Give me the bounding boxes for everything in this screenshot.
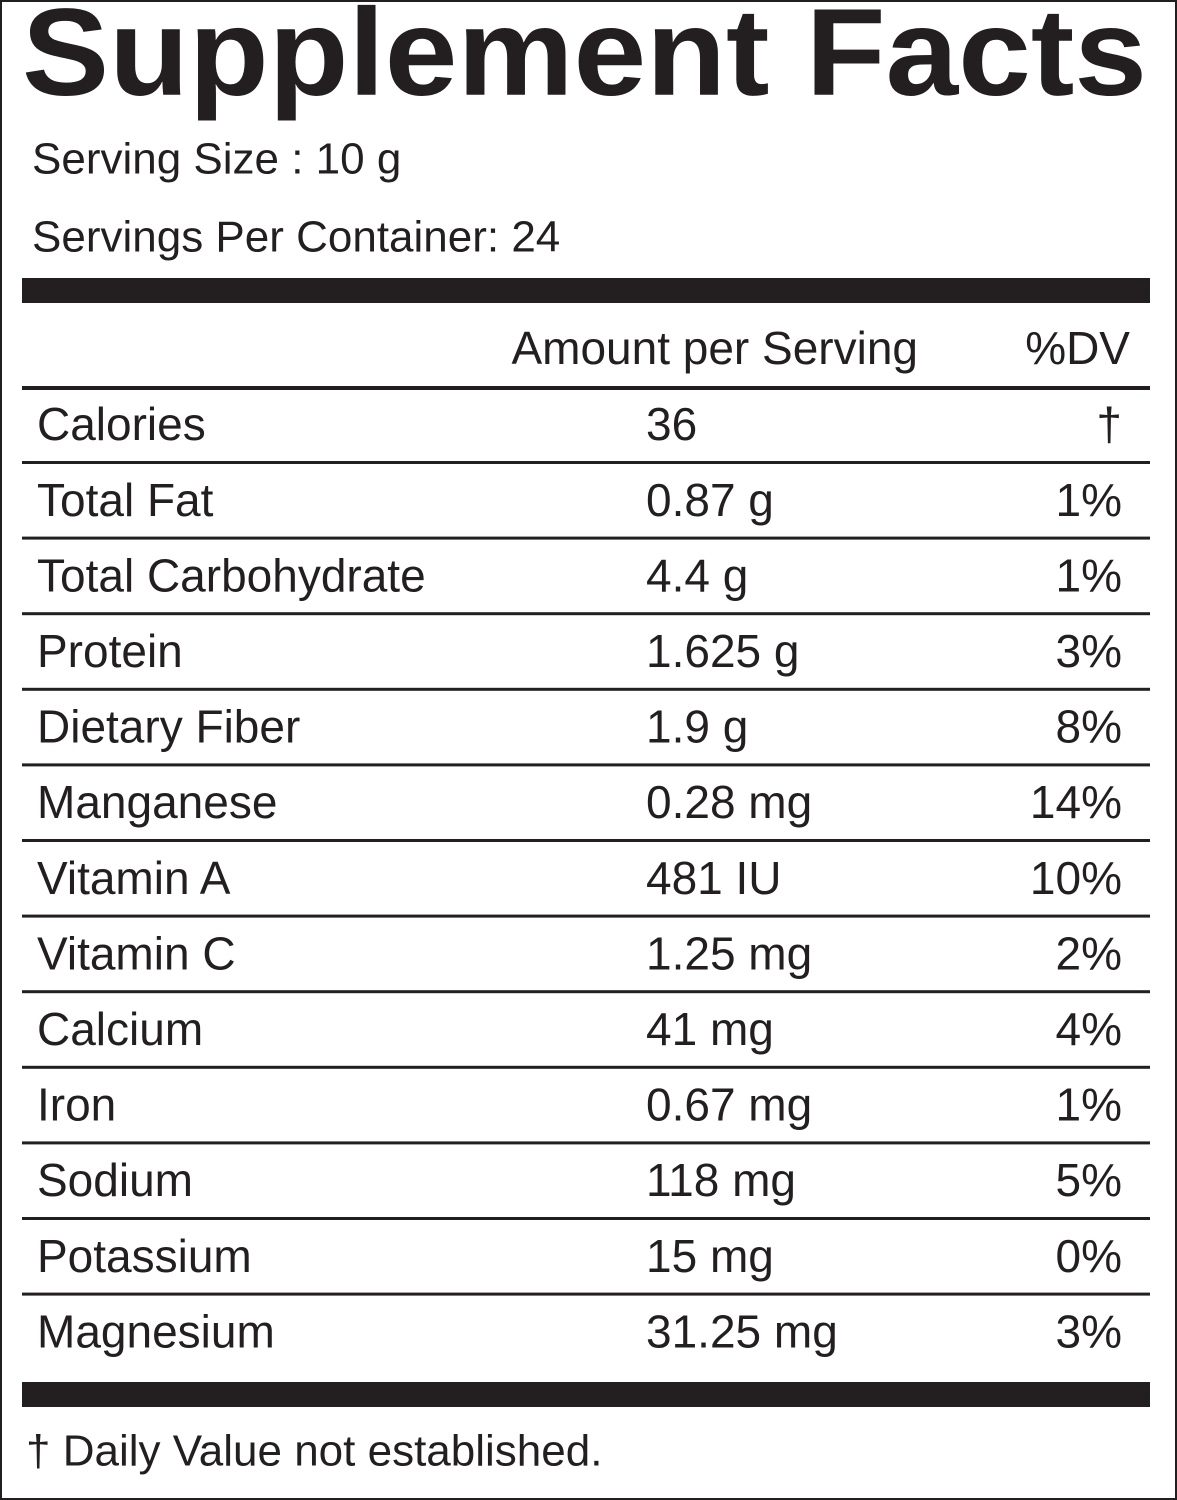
header-rule: [22, 386, 1150, 390]
row-rule: [22, 1141, 1150, 1145]
nutrient-amount: 0.28 mg: [646, 776, 812, 828]
column-header: Amount per Serving: [511, 322, 918, 374]
nutrient-name: Calories: [37, 398, 206, 450]
nutrient-dv: 4%: [1056, 1003, 1122, 1055]
nutrient-dv: 10%: [1030, 852, 1122, 904]
nutrient-amount: 0.87 g: [646, 474, 774, 526]
nutrient-amount: 1.25 mg: [646, 927, 812, 979]
row-rule: [22, 687, 1150, 691]
row-rule: [22, 914, 1150, 918]
row-rule: [22, 990, 1150, 994]
serving-size: Serving Size : 10 g: [32, 135, 401, 184]
thick-bar: [22, 278, 1150, 303]
thick-bar: [22, 1382, 1150, 1407]
nutrient-amount: 4.4 g: [646, 549, 748, 601]
nutrient-amount: 1.9 g: [646, 701, 748, 753]
nutrient-amount: 36: [646, 398, 697, 450]
title: Supplement Facts: [22, 0, 1147, 122]
nutrient-amount: 1.625 g: [646, 625, 799, 677]
row-rule: [22, 839, 1150, 842]
nutrient-dv: †: [1096, 398, 1122, 450]
nutrient-name: Total Fat: [37, 474, 214, 526]
nutrient-dv: 3%: [1056, 625, 1122, 677]
nutrient-name: Magnesium: [37, 1305, 275, 1357]
row-rule: [22, 612, 1150, 616]
nutrient-name: Total Carbohydrate: [37, 549, 426, 601]
row-rule: [22, 1292, 1150, 1296]
row-rule: [22, 1217, 1150, 1220]
table-body: Calories 36 † Total Fat 0.87 g 1% Total Carboh…: [22, 398, 1150, 1357]
nutrient-amount: 481 IU: [646, 852, 782, 904]
nutrient-dv: 14%: [1030, 776, 1122, 828]
nutrient-dv: 8%: [1056, 701, 1122, 753]
servings-per-container: Servings Per Container: 24: [32, 213, 560, 262]
nutrient-dv: 1%: [1056, 1079, 1122, 1131]
column-header: %DV: [1025, 322, 1130, 374]
nutrient-name: Manganese: [37, 776, 277, 828]
row-rule: [22, 461, 1150, 464]
nutrient-name: Potassium: [37, 1230, 252, 1282]
nutrient-name: Calcium: [37, 1003, 203, 1055]
nutrient-dv: 5%: [1056, 1154, 1122, 1206]
nutrient-name: Protein: [37, 625, 183, 677]
nutrient-name: Vitamin A: [37, 852, 231, 904]
nutrient-name: Iron: [37, 1079, 116, 1131]
nutrient-dv: 1%: [1056, 549, 1122, 601]
nutrient-name: Dietary Fiber: [37, 701, 300, 753]
nutrient-amount: 41 mg: [646, 1003, 774, 1055]
nutrient-name: Sodium: [37, 1154, 193, 1206]
nutrient-amount: 118 mg: [646, 1154, 796, 1206]
nutrient-dv: 0%: [1056, 1230, 1122, 1282]
nutrient-dv: 1%: [1056, 474, 1122, 526]
nutrient-dv: 2%: [1056, 927, 1122, 979]
nutrient-dv: 3%: [1056, 1305, 1122, 1357]
row-rule: [22, 763, 1150, 767]
nutrient-amount: 0.67 mg: [646, 1079, 812, 1131]
row-rule: [22, 536, 1150, 540]
nutrient-name: Vitamin C: [37, 927, 236, 979]
nutrient-amount: 31.25 mg: [646, 1305, 838, 1357]
row-rule: [22, 1065, 1150, 1069]
footnote: † Daily Value not established.: [26, 1427, 602, 1476]
nutrient-amount: 15 mg: [646, 1230, 774, 1282]
